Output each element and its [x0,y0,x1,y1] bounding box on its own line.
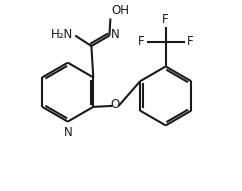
Text: N: N [111,28,120,41]
Text: F: F [138,35,145,48]
Text: OH: OH [111,4,129,17]
Text: O: O [111,98,120,111]
Text: N: N [63,126,72,139]
Text: F: F [187,35,193,48]
Text: H₂N: H₂N [51,28,73,41]
Text: F: F [162,13,169,26]
